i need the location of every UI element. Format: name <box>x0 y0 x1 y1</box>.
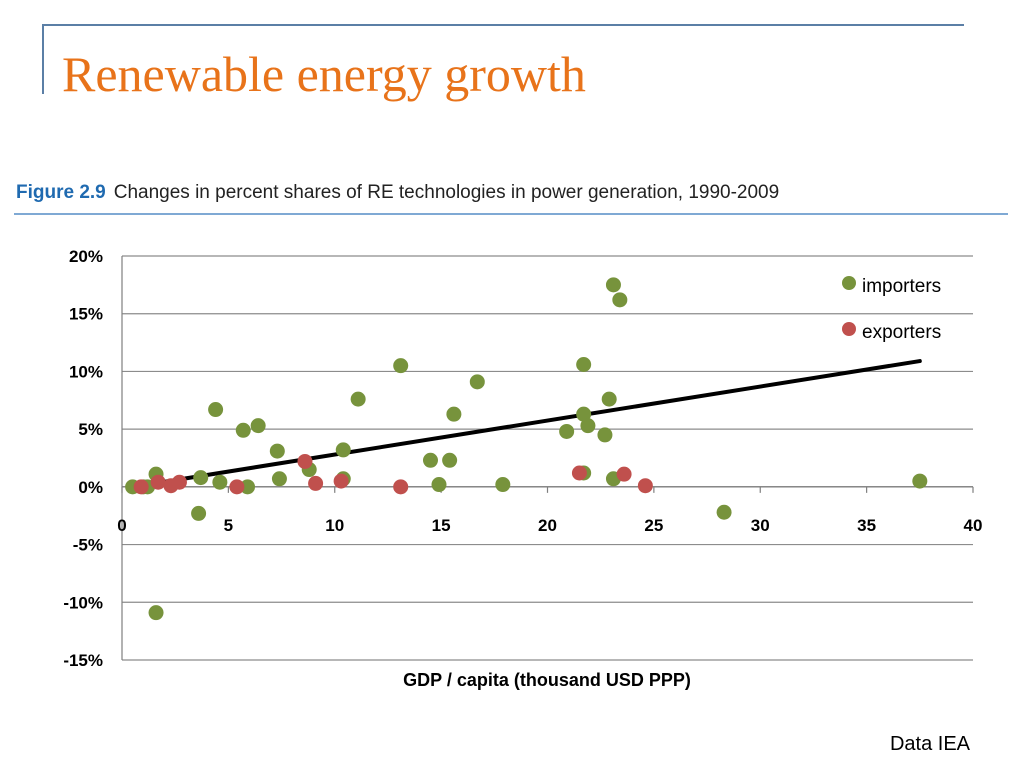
x-tick-label: 35 <box>857 516 876 535</box>
figure-caption-text: Changes in percent shares of RE technolo… <box>113 182 780 203</box>
tick-labels: 20% 15% 10% 5% 0% -5% -10% -15% 0 5 10 15 20 25 30 35 40 <box>63 247 982 670</box>
y-tick-label: -10% <box>63 593 103 612</box>
exporters-point <box>571 465 587 481</box>
importers-point <box>191 505 207 521</box>
importers-point <box>208 402 224 418</box>
exporters-point <box>333 473 349 489</box>
exporters-point <box>133 479 149 495</box>
grid-lines <box>122 255 973 661</box>
exporters-point <box>150 474 166 490</box>
y-tick-label: 0% <box>78 478 103 497</box>
importers-point <box>716 504 732 520</box>
legend-marker-importers <box>842 276 856 290</box>
x-axis-label: GDP / capita (thousand USD PPP) <box>403 670 691 690</box>
legend: importers exporters <box>842 276 941 343</box>
importers-point <box>250 418 266 434</box>
trendline <box>130 359 922 489</box>
importers-point <box>576 406 592 422</box>
importers-point <box>271 471 287 487</box>
importers-point <box>431 477 447 493</box>
trendline-layer <box>130 359 922 489</box>
y-tick-label: 15% <box>69 305 103 324</box>
importers-point <box>580 418 596 434</box>
figure-caption-rule <box>14 213 1008 215</box>
importers-point <box>469 374 485 390</box>
importers-point <box>559 423 575 439</box>
importers-point <box>335 442 351 458</box>
exporters-point <box>308 475 324 491</box>
title-accent-left-line <box>42 24 44 94</box>
exporters-point <box>229 479 245 495</box>
x-tick-label: 30 <box>751 516 770 535</box>
x-tick-label: 0 <box>117 516 126 535</box>
exporters-point <box>637 478 653 494</box>
legend-marker-exporters <box>842 322 856 336</box>
figure-label: Figure 2.9 <box>16 182 106 203</box>
x-tick-label: 25 <box>644 516 663 535</box>
importers-point <box>612 292 628 308</box>
x-tick-label: 20 <box>538 516 557 535</box>
title-accent-top-line <box>42 24 964 26</box>
importers-point <box>422 452 438 468</box>
importers-point <box>193 470 209 486</box>
importers-point <box>350 391 366 407</box>
source-note: Data IEA <box>889 733 970 755</box>
importers-point <box>393 358 409 374</box>
x-tick-label: 15 <box>432 516 451 535</box>
y-tick-label: -15% <box>63 651 103 670</box>
slide-title: Renewable energy growth <box>62 46 586 102</box>
importers-point <box>446 406 462 422</box>
y-tick-label: 20% <box>69 247 103 266</box>
x-tick-label: 10 <box>325 516 344 535</box>
y-tick-label: 5% <box>78 420 103 439</box>
axes <box>121 256 974 660</box>
importers-point <box>240 479 256 495</box>
legend-label-importers: importers <box>862 276 941 297</box>
importers-point <box>597 427 613 443</box>
exporters-point <box>616 466 632 482</box>
importers-point <box>442 452 458 468</box>
exporters-point <box>171 474 187 490</box>
importers-point <box>212 474 228 490</box>
legend-label-exporters: exporters <box>862 322 941 343</box>
importers-point <box>495 477 511 493</box>
importers-point <box>601 391 617 407</box>
data-points <box>125 277 928 621</box>
x-tick-label: 40 <box>964 516 983 535</box>
importers-point <box>269 443 285 459</box>
y-tick-label: 10% <box>69 362 103 381</box>
importers-point <box>235 422 251 438</box>
x-tick-label: 5 <box>224 516 233 535</box>
importers-point <box>605 277 621 293</box>
exporters-point <box>393 479 409 495</box>
importers-point <box>576 357 592 373</box>
importers-point <box>912 473 928 489</box>
importers-point <box>148 605 164 621</box>
y-tick-label: -5% <box>73 536 103 555</box>
figure-caption: Figure 2.9 Changes in percent shares of R… <box>16 182 779 204</box>
exporters-point <box>297 453 313 469</box>
